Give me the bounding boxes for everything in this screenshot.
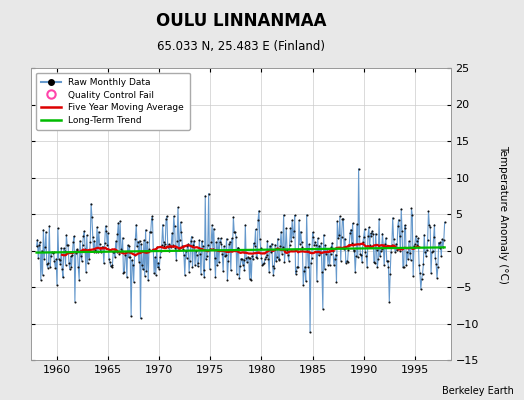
Text: 65.033 N, 25.483 E (Finland): 65.033 N, 25.483 E (Finland) bbox=[157, 40, 325, 53]
Legend: Raw Monthly Data, Quality Control Fail, Five Year Moving Average, Long-Term Tren: Raw Monthly Data, Quality Control Fail, … bbox=[36, 72, 190, 130]
Text: OULU LINNANMAA: OULU LINNANMAA bbox=[156, 12, 326, 30]
Y-axis label: Temperature Anomaly (°C): Temperature Anomaly (°C) bbox=[498, 144, 508, 284]
Text: Berkeley Earth: Berkeley Earth bbox=[442, 386, 514, 396]
